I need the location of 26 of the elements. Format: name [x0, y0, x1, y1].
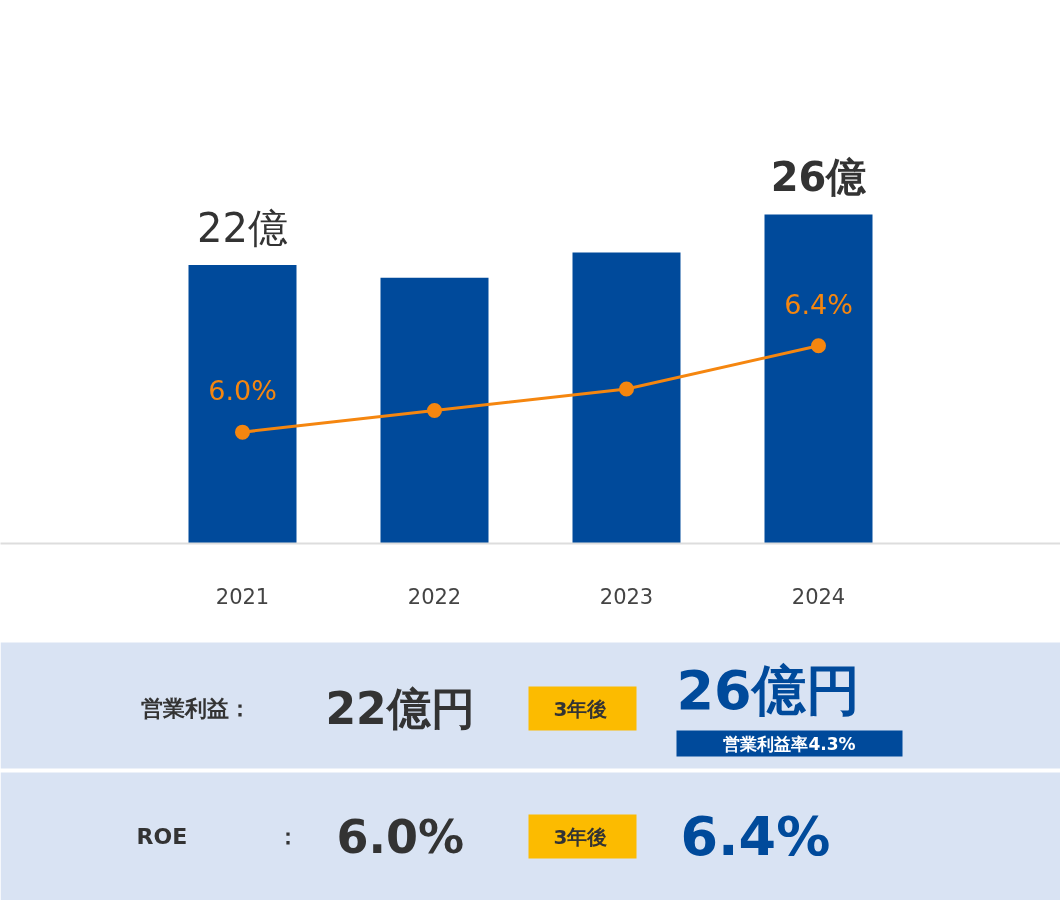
point — [619, 381, 634, 397]
text: 3年後 — [553, 824, 608, 849]
data-label: 26億 — [770, 154, 868, 201]
text: 3年後 — [553, 696, 608, 721]
data-label: 6.4% — [784, 288, 853, 320]
bar — [572, 252, 681, 544]
text: 営業利益率4.3% — [723, 733, 856, 754]
text: 6.0% — [336, 809, 465, 864]
data-label: 6.0% — [208, 375, 277, 407]
text: 営業利益： — [140, 696, 251, 721]
point — [811, 338, 826, 354]
bar — [764, 214, 873, 544]
text: ROE — [136, 824, 188, 849]
x-tick-label: 2021 — [215, 584, 270, 609]
x-tick-label: 2024 — [791, 584, 846, 609]
x-tick-label: 2023 — [599, 584, 654, 609]
bar — [188, 265, 297, 544]
bar — [380, 277, 489, 544]
text: 22億円 — [325, 683, 475, 734]
data-label: 22億 — [197, 205, 288, 252]
point — [235, 424, 250, 440]
point — [427, 403, 442, 419]
text: 6.4% — [680, 805, 831, 868]
text: 26億円 — [676, 659, 860, 722]
x-tick-label: 2022 — [407, 584, 462, 609]
text: ： — [276, 824, 299, 849]
